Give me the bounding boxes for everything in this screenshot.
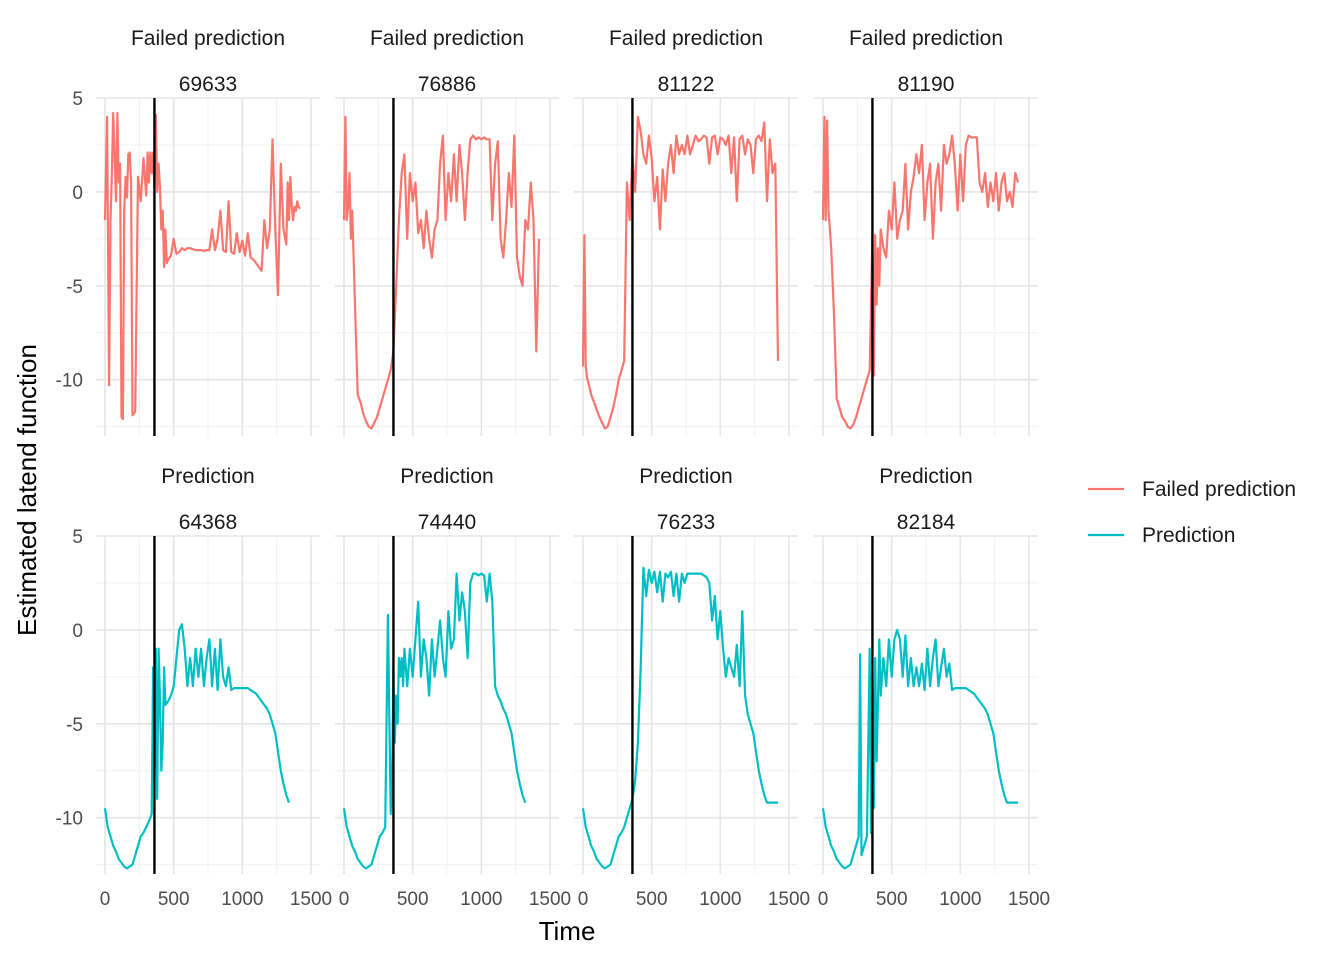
legend-label-failed-prediction: Failed prediction (1142, 478, 1296, 501)
y-axis: 5 0 -5 -10 5 0 -5 -10 (56, 89, 83, 830)
x-tick-label: 500 (636, 889, 668, 910)
strip-label-id: 81190 (898, 73, 955, 96)
x-tick-label: 0 (100, 889, 111, 910)
strip-label-group: Prediction (161, 465, 254, 488)
strip-label-id: 76233 (657, 511, 715, 534)
y-tick-label: 5 (72, 527, 83, 548)
facet-panels: Failed prediction 69633 Failed prediction 7… (96, 27, 1038, 874)
series-line-74440 (342, 572, 527, 870)
y-tick-label: -5 (66, 277, 83, 298)
x-tick-label: 1500 (768, 889, 810, 910)
series-line-64368 (103, 623, 291, 870)
legend-label-prediction: Prediction (1142, 524, 1235, 547)
strip-label-group: Failed prediction (370, 27, 524, 50)
strip-label-id: 76886 (418, 73, 476, 96)
strip-label-group: Prediction (639, 465, 732, 488)
strip-label-group: Failed prediction (609, 27, 763, 50)
panel-69633: Failed prediction 69633 (96, 27, 320, 436)
y-tick-label: 5 (72, 89, 83, 110)
x-tick-label: 1500 (529, 889, 571, 910)
series-line-76886 (342, 115, 541, 430)
x-axis: 0 500 1000 1500 0 500 1000 1500 0 500 1000 1500 0 500… (100, 889, 1050, 910)
panel-81122: Failed prediction 81122 (574, 27, 798, 436)
x-tick-label: 0 (818, 889, 829, 910)
series-line-81122 (581, 115, 780, 430)
y-axis-title: Estimated latend function (12, 344, 42, 636)
strip-label-group: Failed prediction (131, 27, 285, 50)
series-line-81190 (821, 115, 1020, 430)
legend: Failed prediction Prediction (1088, 478, 1296, 547)
strip-label-id: 64368 (179, 511, 237, 534)
series-line-82184 (821, 628, 1018, 870)
x-tick-label: 500 (397, 889, 429, 910)
series-line-69633 (103, 111, 301, 421)
y-tick-label: -5 (66, 715, 83, 736)
x-tick-label: 1000 (699, 889, 741, 910)
strip-label-id: 82184 (897, 511, 956, 534)
strip-label-group: Failed prediction (849, 27, 1003, 50)
panel-82184: Prediction 82184 (814, 465, 1038, 874)
y-tick-label: 0 (72, 183, 83, 204)
x-tick-label: 1500 (290, 889, 332, 910)
x-tick-label: 1000 (939, 889, 981, 910)
x-axis-title: Time (539, 916, 596, 946)
panel-64368: Prediction 64368 (96, 465, 320, 874)
x-tick-label: 500 (158, 889, 190, 910)
y-tick-label: -10 (56, 371, 83, 392)
panel-74440: Prediction 74440 (335, 465, 559, 874)
strip-label-group: Prediction (400, 465, 493, 488)
strip-label-id: 74440 (418, 511, 476, 534)
strip-label-id: 69633 (179, 73, 237, 96)
x-tick-label: 1000 (221, 889, 263, 910)
x-tick-label: 1500 (1008, 889, 1050, 910)
y-tick-label: 0 (72, 621, 83, 642)
panel-76233: Prediction 76233 (574, 465, 798, 874)
strip-label-id: 81122 (658, 73, 715, 96)
x-tick-label: 0 (339, 889, 350, 910)
panel-76886: Failed prediction 76886 (335, 27, 559, 436)
strip-label-group: Prediction (879, 465, 972, 488)
x-tick-label: 500 (876, 889, 908, 910)
x-tick-label: 1000 (460, 889, 502, 910)
x-tick-label: 0 (578, 889, 589, 910)
panel-81190: Failed prediction 81190 (814, 27, 1038, 436)
y-tick-label: -10 (56, 809, 83, 830)
series-line-76233 (581, 566, 778, 870)
